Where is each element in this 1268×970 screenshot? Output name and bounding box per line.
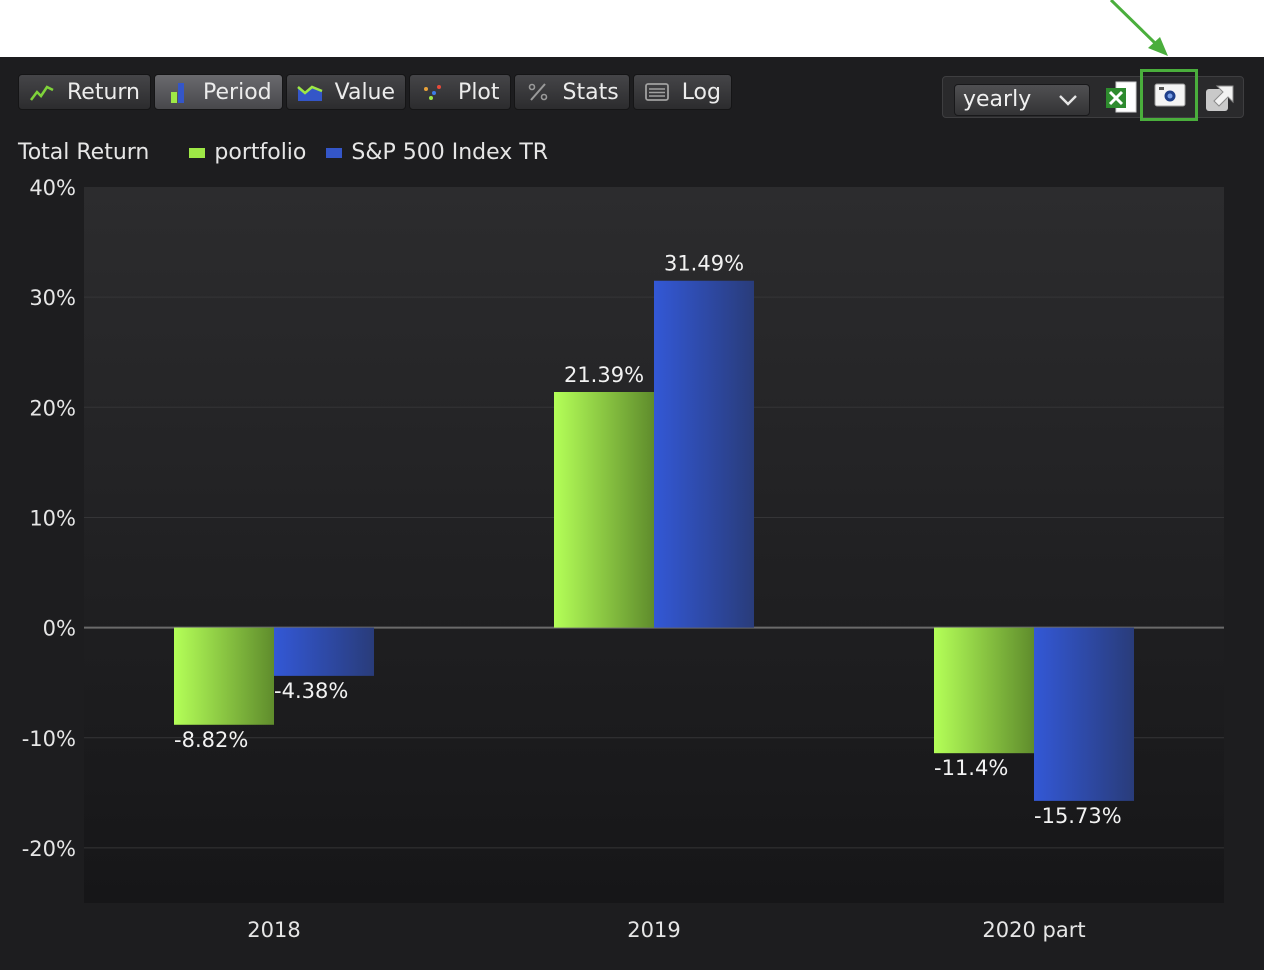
bar-value-label: -4.38% <box>274 679 348 703</box>
snapshot-highlight-box <box>1140 69 1198 121</box>
chart-legend: Total Return portfolio S&P 500 Index TR <box>18 140 548 165</box>
legend-swatch-portfolio <box>189 147 206 158</box>
period-select[interactable]: yearly <box>954 84 1090 116</box>
bar-value-label: -8.82% <box>174 728 248 752</box>
annotation-arrow <box>1109 0 1168 56</box>
bar-chart-icon <box>165 81 191 103</box>
y-tick-label: 10% <box>29 506 76 530</box>
bar-benchmark[interactable] <box>1034 627 1134 801</box>
tab-log[interactable]: Log <box>632 74 732 110</box>
tab-period-label: Period <box>203 79 272 105</box>
chevron-down-icon <box>1057 88 1079 119</box>
scatter-plot-icon <box>420 81 446 103</box>
log-list-icon <box>644 81 670 103</box>
bar-benchmark[interactable] <box>274 627 374 676</box>
y-tick-label: 0% <box>43 617 76 641</box>
tab-return-label: Return <box>67 79 141 105</box>
bar-portfolio[interactable] <box>934 627 1034 754</box>
y-tick-label: -20% <box>22 837 76 861</box>
x-tick-label: 2018 <box>247 918 300 942</box>
tab-value[interactable]: Value <box>285 74 407 110</box>
snapshot-camera-icon[interactable] <box>1153 78 1187 112</box>
legend-label-portfolio: portfolio <box>214 140 307 165</box>
tab-stats[interactable]: Stats <box>513 74 630 110</box>
bar-benchmark[interactable] <box>654 280 754 628</box>
bar-value-label: -11.4% <box>934 756 1008 780</box>
y-tick-label: 30% <box>29 286 76 310</box>
area-chart-icon <box>296 81 323 103</box>
tab-log-label: Log <box>681 79 721 105</box>
y-tick-label: -10% <box>22 727 76 751</box>
period-select-value: yearly <box>963 87 1032 112</box>
bar-value-label: -15.73% <box>1034 804 1122 828</box>
line-chart-icon <box>29 81 55 103</box>
excel-export-icon[interactable] <box>1104 80 1138 114</box>
view-tabs: Return Period Value Plot Stats Log <box>18 74 732 110</box>
bar-portfolio[interactable] <box>174 627 274 725</box>
tab-plot[interactable]: Plot <box>409 74 511 110</box>
legend-swatch-benchmark <box>326 147 343 158</box>
x-tick-label: 2019 <box>627 918 680 942</box>
bar-portfolio[interactable] <box>554 391 654 628</box>
y-tick-label: 20% <box>29 396 76 420</box>
tab-return[interactable]: Return <box>18 74 152 110</box>
legend-label-benchmark: S&P 500 Index TR <box>351 140 549 165</box>
popout-icon[interactable] <box>1203 80 1237 114</box>
tab-plot-label: Plot <box>458 79 500 105</box>
x-tick-label: 2020 part <box>982 918 1085 942</box>
tab-period[interactable]: Period <box>154 74 283 110</box>
percent-icon <box>525 81 551 103</box>
tab-stats-label: Stats <box>562 79 619 105</box>
tab-value-label: Value <box>334 79 396 105</box>
y-tick-label: 40% <box>29 176 76 200</box>
chart-title: Total Return <box>18 140 150 165</box>
bar-value-label: 31.49% <box>664 252 744 276</box>
bar-value-label: 21.39% <box>564 363 644 387</box>
